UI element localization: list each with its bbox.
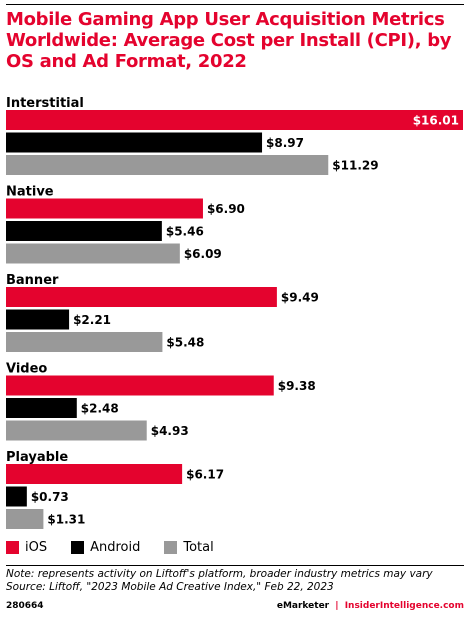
value-label-playable-android: $0.73 [31, 490, 69, 504]
footer: 280664 eMarketer | InsiderIntelligence.c… [6, 601, 464, 613]
bar-native-total [6, 243, 180, 264]
bar-interstitial-total [6, 155, 329, 175]
bar-playable-total [6, 509, 44, 529]
value-label-playable-ios: $6.17 [186, 468, 224, 482]
bar-chart: Interstitial $16.01 $8.97 $11.29 Native $6.90… [6, 96, 463, 529]
value-label-native-ios: $6.90 [207, 202, 245, 216]
brand-emarketer: eMarketer [276, 601, 330, 611]
brand: eMarketer | InsiderIntelligence.com [277, 601, 464, 611]
category-label-banner: Banner [6, 273, 59, 288]
legend-item-ios: iOS [6, 540, 47, 555]
value-label-interstitial-total: $11.29 [332, 159, 378, 173]
value-label-native-total: $6.09 [184, 247, 222, 261]
bar-interstitial-android [6, 132, 263, 153]
bar-video-android [6, 398, 77, 418]
brand-insider-intelligence: InsiderIntelligence.com [344, 601, 464, 611]
bar-native-android [6, 221, 162, 241]
legend: iOS Android Total [6, 539, 238, 555]
value-label-video-ios: $9.38 [278, 379, 316, 393]
category-label-video: Video [6, 362, 47, 377]
legend-item-total: Total [164, 539, 214, 555]
bar-banner-ios [6, 287, 277, 307]
bar-playable-ios [6, 464, 183, 484]
category-label-native: Native [6, 185, 54, 200]
note-text: Note: represents activity on Liftoff's p… [6, 568, 433, 580]
legend-swatch-ios [6, 540, 19, 554]
value-label-interstitial-android: $8.97 [266, 136, 304, 150]
category-label-interstitial: Interstitial [6, 96, 84, 111]
notes: Note: represents activity on Liftoff's p… [6, 568, 464, 594]
chart-title: Mobile Gaming App User Acquisition Metri… [6, 9, 452, 72]
legend-swatch-android [71, 540, 85, 554]
bar-video-ios [6, 375, 274, 396]
source-text: Source: Liftoff, "2023 Mobile Ad Creativ… [6, 581, 334, 593]
bar-native-ios [6, 198, 203, 219]
category-label-playable: Playable [6, 450, 68, 465]
legend-label-android: Android [90, 539, 141, 555]
bar-interstitial-ios [6, 110, 463, 130]
legend-item-android: Android [71, 540, 140, 555]
value-label-video-total: $4.93 [151, 424, 189, 438]
value-label-banner-android: $2.21 [73, 313, 111, 327]
value-label-banner-total: $5.48 [166, 336, 204, 350]
value-label-video-android: $2.48 [81, 402, 119, 416]
value-label-banner-ios: $9.49 [281, 291, 319, 305]
value-label-native-android: $5.46 [166, 225, 204, 239]
brand-separator: | [335, 601, 339, 611]
value-label-playable-total: $1.31 [47, 513, 85, 527]
chart-id: 280664 [6, 601, 44, 611]
legend-swatch-total [164, 540, 178, 554]
bar-banner-total [6, 332, 163, 352]
legend-label-ios: iOS [25, 539, 48, 555]
bar-video-total [6, 420, 147, 441]
bar-banner-android [6, 309, 70, 330]
bar-playable-android [6, 486, 27, 507]
divider [6, 565, 464, 566]
value-label-interstitial-ios: $16.01 [413, 114, 459, 128]
legend-label-total: Total [183, 539, 214, 555]
top-rule [6, 4, 464, 5]
